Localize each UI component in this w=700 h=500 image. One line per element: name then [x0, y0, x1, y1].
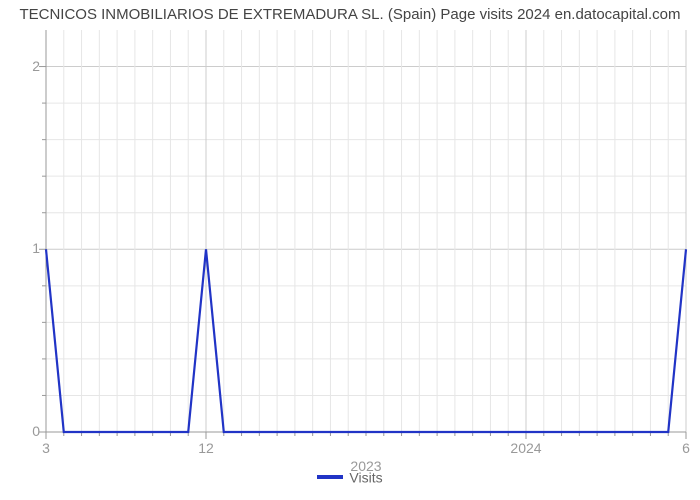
plot-area [46, 30, 686, 432]
y-tick-label: 2 [10, 58, 40, 74]
legend-label: Visits [349, 469, 382, 485]
x-tick-label: 3 [42, 440, 50, 456]
chart-title: TECNICOS INMOBILIARIOS DE EXTREMADURA SL… [0, 6, 700, 23]
x-tick-label: 12 [198, 440, 214, 456]
x-tick-label: 6 [682, 440, 690, 456]
y-tick-label: 0 [10, 423, 40, 439]
legend-swatch [317, 475, 343, 479]
x-tick-label: 2024 [510, 440, 541, 456]
y-tick-label: 1 [10, 240, 40, 256]
visits-line-chart: TECNICOS INMOBILIARIOS DE EXTREMADURA SL… [0, 0, 700, 500]
chart-legend: Visits [0, 468, 700, 485]
